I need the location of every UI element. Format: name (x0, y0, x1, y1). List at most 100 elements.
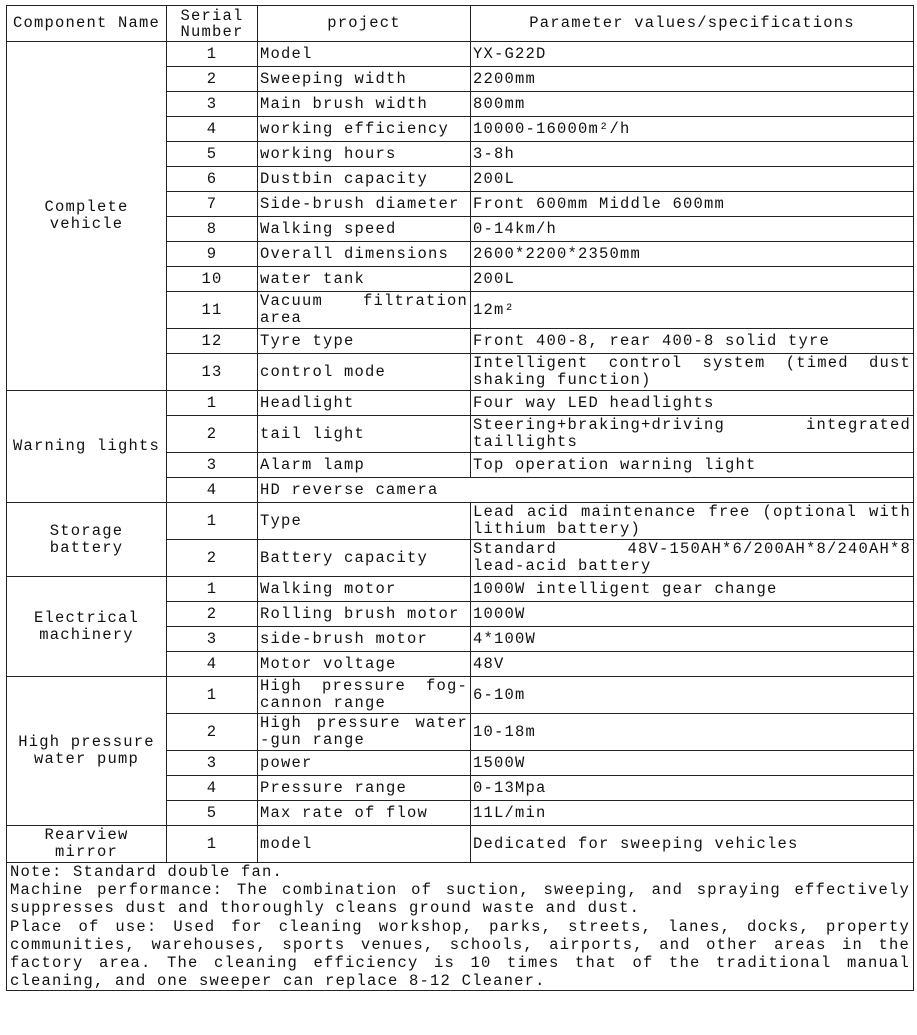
parameter-value-cell: Top operation warning light (470, 452, 914, 478)
header-row: Component Name Serial Number project Par… (6, 5, 914, 42)
project-cell: Side-brush diameter (257, 191, 471, 217)
component-name-cell: Warning lights (6, 390, 167, 503)
parameter-value-cell: 1000W intelligent gear change (470, 576, 914, 602)
project-cell: HD reverse camera (257, 477, 914, 503)
note-paragraph: Note: Standard double fan. (10, 863, 284, 881)
project-cell: Motor voltage (257, 651, 471, 677)
header-serial-number: Serial Number (166, 5, 258, 42)
parameter-value-cell: 48V (470, 651, 914, 677)
project-cell: Sweeping width (257, 66, 471, 92)
parameter-value-cell: 200L (470, 166, 914, 192)
table-row: 3 Main brush width 800mm (7, 91, 914, 117)
serial-number-cell: 1 (166, 390, 258, 416)
parameter-value-cell: 6-10m (470, 676, 914, 714)
table-row: Complete vehicle 1 Model YX-G22D (6, 41, 914, 391)
serial-number-cell: 3 (166, 750, 258, 776)
table-row: 5 Max rate of flow 11L/min (7, 800, 914, 826)
project-cell: High pressure fog-cannon range (257, 676, 471, 714)
parameter-value-cell: 0-14km/h (470, 216, 914, 242)
serial-number-cell: 1 (166, 576, 258, 602)
parameter-value-cell: 200L (470, 266, 914, 292)
serial-number-cell: 1 (166, 502, 258, 540)
project-cell: water tank (257, 266, 471, 292)
project-cell: Tyre type (257, 328, 471, 354)
serial-number-cell: 7 (166, 191, 258, 217)
parameter-value-cell: Lead acid maintenance free (optional wit… (470, 502, 914, 540)
project-cell: power (257, 750, 471, 776)
parameter-value-cell: 1000W (470, 601, 914, 627)
serial-number-cell: 5 (166, 800, 258, 826)
project-cell: Walking motor (257, 576, 471, 602)
table-row: Electrical machinery 1 Walking motor 1000W … (6, 576, 914, 677)
component-name-cell: Electrical machinery (6, 576, 167, 677)
component-name-cell: Storage battery (6, 502, 167, 577)
serial-number-cell: 3 (166, 452, 258, 478)
note-paragraph: Place of use: Used for cleaning workshop… (10, 917, 910, 991)
serial-number-cell: 4 (166, 651, 258, 677)
project-cell: Main brush width (257, 91, 471, 117)
table-row: 9 Overall dimensions 2600*2200*2350mm (7, 241, 914, 267)
parameter-value-cell: 2600*2200*2350mm (470, 241, 914, 267)
serial-number-cell: 2 (166, 601, 258, 627)
header-component-name: Component Name (6, 5, 167, 42)
serial-number-cell: 1 (166, 41, 258, 67)
table-row: 4 Pressure range 0-13Mpa (7, 775, 914, 801)
table-row: Rearview mirror 1 model Dedicated for sweep… (6, 825, 914, 863)
table-row: Warning lights 1 Headlight Four way LED hea… (6, 390, 914, 503)
table-row: 11 Vacuum filtration area 12m² (7, 291, 914, 329)
table-row: 2 High pressure water -gun range 10-18m (7, 713, 914, 751)
parameter-value-cell: 11L/min (470, 800, 914, 826)
project-cell: Pressure range (257, 775, 471, 801)
project-cell: Rolling brush motor (257, 601, 471, 627)
parameter-value-cell: 4*100W (470, 626, 914, 652)
table-row: 2 Sweeping width 2200mm (7, 66, 914, 92)
serial-number-cell: 5 (166, 141, 258, 167)
serial-number-cell: 2 (166, 713, 258, 751)
serial-number-cell: 2 (166, 539, 258, 577)
project-cell: Type (257, 502, 471, 540)
parameter-value-cell: 2200mm (470, 66, 914, 92)
table-row: 8 Walking speed 0-14km/h (7, 216, 914, 242)
table-row: 2 tail light Steering+braking+driving inte… (7, 415, 914, 453)
note-paragraph: Machine performance: The combination of … (10, 881, 910, 918)
project-cell: working hours (257, 141, 471, 167)
table-row: 13 control mode Intelligent control system… (7, 353, 914, 391)
serial-number-cell: 2 (166, 415, 258, 453)
spec-table: Component Name Serial Number project Par… (6, 5, 914, 992)
project-cell: Model (257, 41, 471, 67)
project-cell: tail light (257, 415, 471, 453)
project-cell: Battery capacity (257, 539, 471, 577)
project-cell: Dustbin capacity (257, 166, 471, 192)
serial-number-cell: 2 (166, 66, 258, 92)
project-cell: working efficiency (257, 116, 471, 142)
table-row: 4 HD reverse camera (7, 477, 914, 503)
project-cell: model (257, 825, 471, 863)
header-parameters: Parameter values/specifications (470, 5, 914, 42)
notes-cell: Note: Standard double fan. Machine perfor… (6, 861, 914, 992)
serial-number-cell: 4 (166, 116, 258, 142)
header-project: project (257, 5, 471, 42)
component-name-cell: Complete vehicle (6, 41, 167, 391)
component-name-cell: Rearview mirror (6, 825, 167, 863)
serial-number-cell: 1 (166, 825, 258, 863)
serial-number-cell: 11 (166, 291, 258, 329)
serial-number-cell: 4 (166, 477, 258, 503)
table-row: 10 water tank 200L (7, 266, 914, 292)
parameter-value-cell: 10-18m (470, 713, 914, 751)
parameter-value-cell: Steering+braking+driving integrated tail… (470, 415, 914, 453)
parameter-value-cell: Front 400-8, rear 400-8 solid tyre (470, 328, 914, 354)
parameter-value-cell: Front 600mm Middle 600mm (470, 191, 914, 217)
parameter-value-cell: Standard 48V-150AH*6/200AH*8/240AH*8 lea… (470, 539, 914, 577)
serial-number-cell: 3 (166, 91, 258, 117)
serial-number-cell: 13 (166, 353, 258, 391)
table-row: Storage battery 1 Type Lead acid maintenanc… (6, 502, 914, 577)
serial-number-cell: 12 (166, 328, 258, 354)
project-cell: Alarm lamp (257, 452, 471, 478)
parameter-value-cell: YX-G22D (470, 41, 914, 67)
project-cell: control mode (257, 353, 471, 391)
header-serial-text: Serial Number (180, 6, 244, 41)
serial-number-cell: 4 (166, 775, 258, 801)
parameter-value-cell: 10000-16000m²/h (470, 116, 914, 142)
serial-number-cell: 1 (166, 676, 258, 714)
table-row: 5 working hours 3-8h (7, 141, 914, 167)
